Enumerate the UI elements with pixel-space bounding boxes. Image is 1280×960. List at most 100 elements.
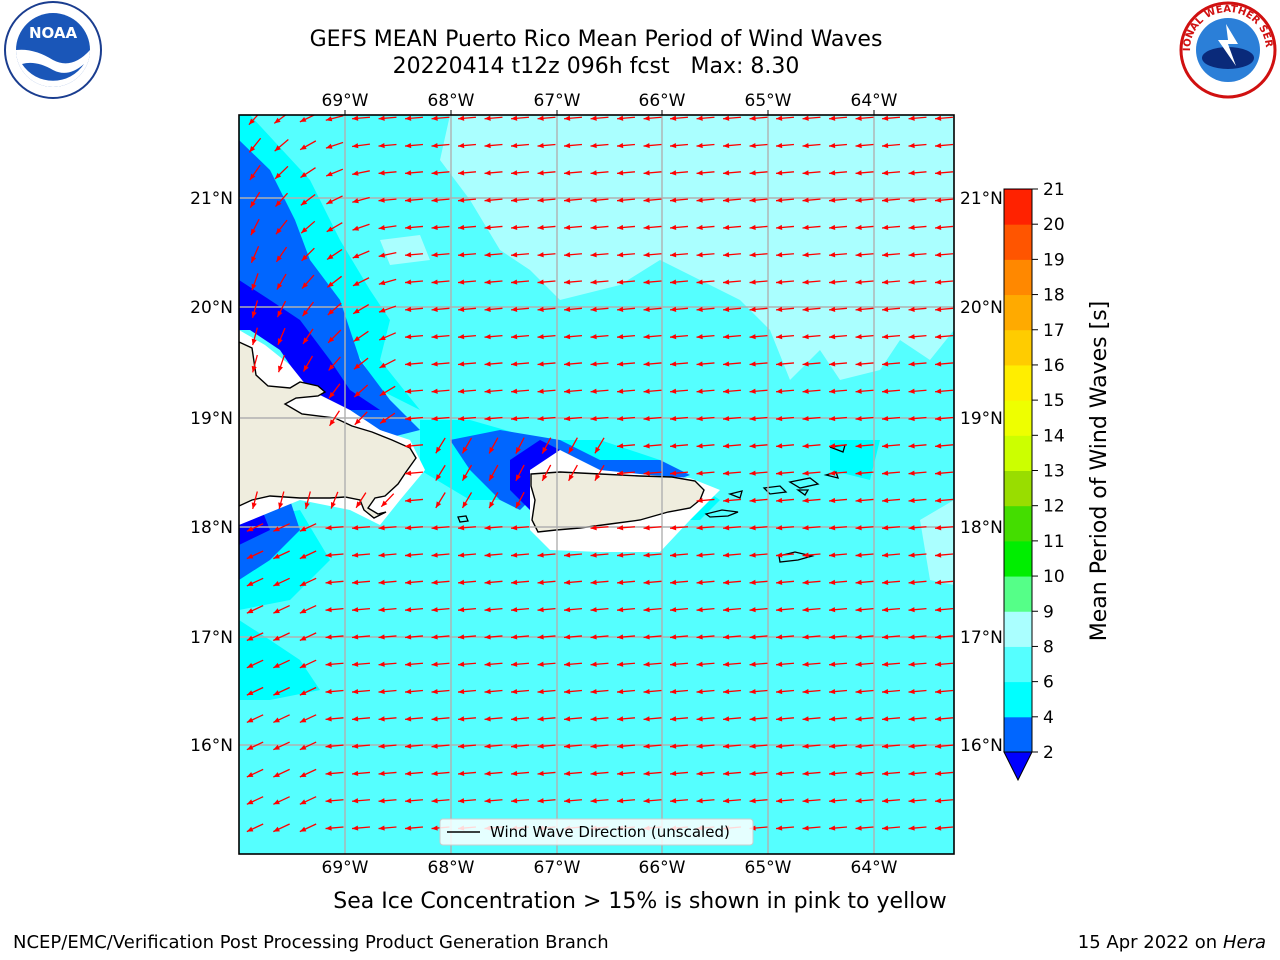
wind-wave-arrow: [616, 279, 636, 285]
wind-wave-arrow: [908, 170, 927, 176]
wind-wave-arrow: [457, 170, 477, 176]
wind-wave-arrow: [326, 195, 343, 205]
wind-wave-arrow: [696, 579, 715, 585]
colorbar-tick-label: 17: [1043, 321, 1065, 341]
wind-wave-arrow: [775, 142, 795, 149]
wind-wave-arrow: [299, 796, 317, 805]
wind-wave-arrow: [669, 388, 689, 394]
period-zone-8-9-c: [380, 235, 430, 265]
wind-wave-arrow: [669, 142, 689, 149]
wind-wave-arrow: [273, 115, 287, 124]
wind-wave-arrow: [828, 743, 848, 749]
wind-wave-arrow: [246, 605, 264, 614]
wind-wave-arrow: [431, 552, 450, 558]
colorbar-tick-label: 21: [1043, 180, 1065, 200]
wind-wave-arrow: [457, 252, 477, 258]
wind-wave-arrow: [537, 388, 556, 394]
period-zone-4-6-b: [239, 620, 320, 700]
wind-wave-arrow: [590, 388, 609, 394]
wind-wave-arrow: [378, 607, 397, 613]
wind-wave-arrow: [881, 497, 901, 504]
wind-wave-arrow: [537, 142, 556, 149]
wind-wave-arrow: [299, 714, 317, 723]
wind-wave-arrow: [696, 798, 715, 804]
wind-wave-arrow: [908, 197, 927, 203]
wind-wave-arrow: [775, 497, 795, 504]
colorbar-swatch: [1004, 329, 1032, 366]
map-frame: [238, 114, 955, 855]
wind-wave-arrow: [457, 415, 477, 422]
wind-wave-arrow: [855, 743, 874, 749]
wind-wave-arrow: [431, 361, 450, 367]
wind-wave-arrow: [669, 798, 689, 804]
wind-wave-arrow: [563, 142, 583, 149]
wind-wave-arrow: [934, 197, 954, 203]
wind-wave-arrow: [510, 743, 530, 749]
wind-wave-arrow: [696, 525, 715, 531]
wind-wave-arrow: [775, 525, 795, 531]
colorbar-tick-label: 6: [1043, 673, 1054, 693]
wind-wave-arrow: [541, 437, 552, 454]
wind-wave-arrow: [881, 743, 901, 749]
wind-wave-arrow: [537, 306, 556, 312]
wind-wave-arrow: [616, 607, 636, 613]
wind-wave-arrow: [908, 661, 927, 667]
wind-wave-arrow: [537, 688, 556, 695]
wind-wave-arrow: [722, 552, 742, 558]
wind-wave-arrow: [273, 686, 290, 696]
wind-wave-arrow: [855, 306, 874, 312]
wind-wave-arrow: [828, 661, 848, 667]
wind-wave-arrow: [537, 361, 556, 367]
wind-wave-arrow: [457, 661, 477, 667]
wind-wave-arrow: [696, 415, 715, 422]
wind-wave-arrow: [934, 306, 954, 312]
wind-wave-arrow: [299, 686, 317, 696]
wind-wave-arrow: [908, 552, 927, 558]
lat-tick-label: 21°N: [190, 189, 233, 209]
wind-wave-arrow: [802, 743, 821, 749]
wind-wave-arrow: [881, 634, 901, 640]
wind-wave-arrow: [802, 825, 821, 831]
colorbar-swatch: [1004, 576, 1032, 612]
wind-wave-arrow: [404, 197, 424, 203]
wind-wave-arrow: [325, 634, 344, 640]
wind-wave-arrow: [802, 443, 821, 449]
wind-wave-arrow: [855, 443, 874, 449]
wind-wave-arrow: [301, 301, 315, 317]
wind-wave-arrow: [404, 334, 424, 340]
colorbar-tick-label: 15: [1043, 391, 1065, 411]
wind-wave-arrow: [563, 607, 583, 613]
wind-wave-arrow: [325, 115, 344, 122]
wind-wave-arrow: [749, 197, 768, 203]
legend-label: Wind Wave Direction (unscaled): [490, 823, 730, 841]
wind-wave-arrow: [510, 525, 530, 531]
wind-wave-arrow: [274, 165, 289, 180]
wind-wave-arrow: [828, 388, 848, 394]
wind-wave-arrow: [616, 361, 636, 367]
wind-wave-arrow: [510, 197, 530, 203]
colorbar-swatch: [1004, 224, 1032, 260]
wind-wave-arrow: [563, 252, 583, 258]
wind-wave-arrow: [881, 798, 901, 804]
colorbar-swatch: [1004, 540, 1032, 577]
wind-wave-arrow: [775, 607, 795, 613]
wind-wave-arrow: [881, 279, 901, 285]
wind-wave-arrow: [273, 523, 290, 532]
wind-wave-arrow: [431, 525, 450, 531]
wind-wave-arrow: [643, 306, 662, 312]
wind-wave-arrow: [484, 770, 503, 777]
wind-wave-arrow: [246, 741, 264, 751]
wind-wave-arrow: [802, 142, 821, 149]
wind-wave-arrow: [457, 716, 477, 722]
wind-wave-arrow: [510, 361, 530, 367]
wind-wave-arrow: [855, 579, 874, 585]
wind-wave-arrow: [828, 525, 848, 531]
wind-wave-arrow: [722, 661, 742, 667]
wind-wave-arrow: [749, 634, 768, 640]
wind-wave-arrow: [802, 170, 821, 176]
wind-wave-arrow: [351, 716, 371, 722]
wind-wave-arrow: [934, 142, 954, 149]
wind-wave-arrow: [457, 361, 477, 367]
wind-wave-arrow: [828, 607, 848, 613]
